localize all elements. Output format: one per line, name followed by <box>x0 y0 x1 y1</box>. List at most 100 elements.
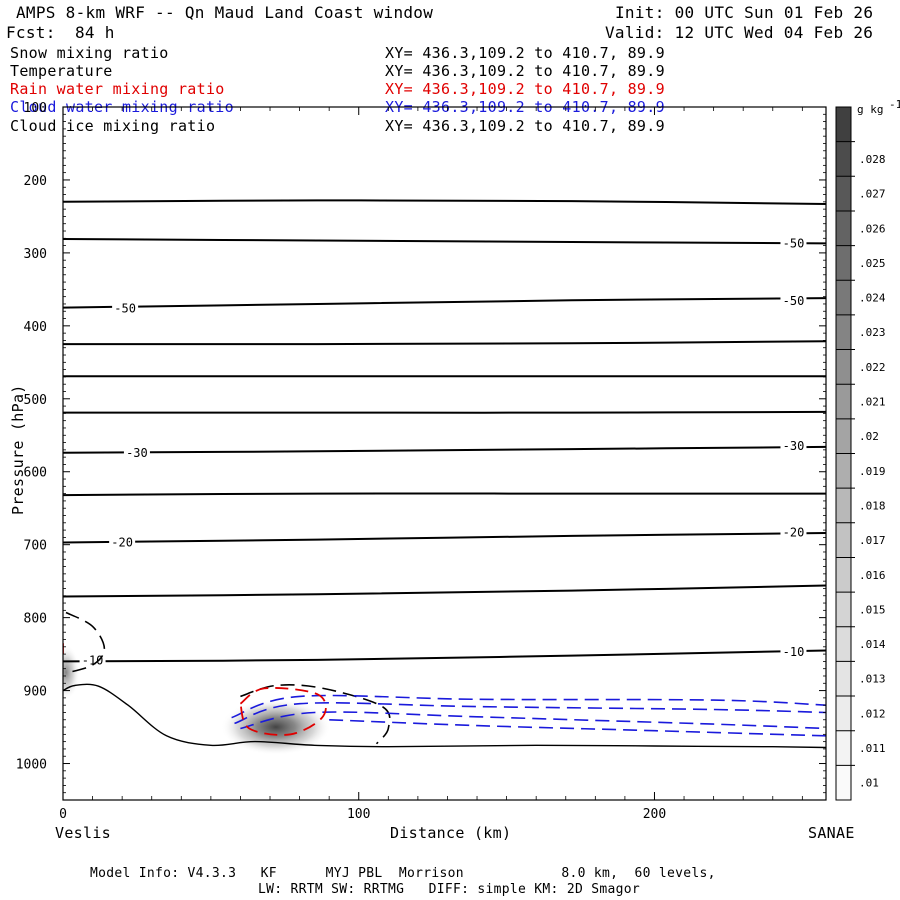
temperature-contour <box>63 238 826 245</box>
colorbar-swatch <box>836 696 851 731</box>
model-info-line2: LW: RRTM SW: RRTMG DIFF: simple KM: 2D S… <box>258 882 640 897</box>
x-axis-title: Distance (km) <box>390 824 512 842</box>
y-tick-label: 500 <box>24 393 47 408</box>
colorbar-label: .027 <box>859 188 886 201</box>
contour-label-bg <box>123 445 150 459</box>
y-tick-label: 300 <box>24 247 47 262</box>
temperature-contour-label: -30 <box>783 439 805 453</box>
temperature-contour <box>63 410 826 414</box>
cloud-water-contour <box>240 711 826 730</box>
field-snow-coords: XY= 436.3,109.2 to 410.7, 89.9 <box>385 44 665 62</box>
temperature-contour-label: -30 <box>126 446 148 460</box>
colorbar-label: .026 <box>859 222 886 235</box>
cloud-water-contour <box>231 694 826 719</box>
x-right-endpoint: SANAE <box>808 824 855 842</box>
snow-maximum-shading <box>63 644 80 701</box>
temperature-contour <box>63 584 826 598</box>
field-temperature-name: Temperature <box>10 62 113 80</box>
temperature-contour-label: -20 <box>783 525 805 539</box>
temperature-contour <box>63 492 826 497</box>
y-tick-label: 1000 <box>16 758 47 773</box>
contour-label-bg <box>79 653 106 667</box>
model-info-line1: Model Info: V4.3.3 KF MYJ PBL Morrison 8… <box>90 866 716 881</box>
colorbar-swatch <box>836 522 851 558</box>
colorbar-swatch <box>836 210 851 246</box>
x-tick-label: 100 <box>347 807 370 822</box>
x-tick-label: 0 <box>59 807 67 822</box>
temperature-contour <box>63 340 826 346</box>
colorbar-label: .014 <box>859 638 886 651</box>
y-tick-label: 700 <box>24 539 47 554</box>
y-tick-label: 600 <box>24 466 47 481</box>
cloud-water-contour <box>329 719 826 737</box>
valid-time: Valid: 12 UTC Wed 04 Feb 26 <box>605 23 874 42</box>
field-rain-coords: XY= 436.3,109.2 to 410.7, 89.9 <box>385 80 665 98</box>
temperature-contour-label: -20 <box>111 535 133 549</box>
colorbar-unit-exponent: -1 <box>889 98 900 111</box>
colorbar-swatch <box>836 626 851 662</box>
colorbar-swatch <box>836 661 851 697</box>
contour-label-bg <box>780 525 807 539</box>
contour-label-bg <box>780 294 807 308</box>
y-axis-title: Pressure (hPa) <box>9 384 27 515</box>
colorbar-label: .028 <box>859 153 886 166</box>
temperature-contour-label: -50 <box>783 294 805 308</box>
y-tick-label: 400 <box>24 320 47 335</box>
colorbar-swatch <box>836 141 851 177</box>
colorbar-unit: g kg <box>857 103 884 116</box>
colorbar-label: .02 <box>859 430 879 443</box>
temperature-contour-label: -10 <box>783 645 805 659</box>
y-tick-label: 900 <box>24 685 47 700</box>
colorbar-label: .022 <box>859 361 886 374</box>
y-tick-label: 200 <box>24 174 47 189</box>
plot-frame <box>62 106 827 801</box>
colorbar-label: .011 <box>859 742 886 755</box>
contour-label-bg <box>780 644 807 658</box>
y-tick-label: 100 <box>24 101 47 116</box>
colorbar-swatch <box>836 453 851 489</box>
temperature-contour-label: -10 <box>82 654 104 668</box>
temperature-contour <box>63 532 826 544</box>
x-left-endpoint: Veslis <box>55 824 111 842</box>
y-tick-label: 800 <box>24 612 47 627</box>
temperature-contour <box>63 199 826 205</box>
colorbar-label: .01 <box>859 777 879 790</box>
rain-contour <box>239 687 327 736</box>
forecast-hours: 84 h <box>75 23 115 42</box>
colorbar-swatch <box>836 488 851 523</box>
colorbar-label: .012 <box>859 707 886 720</box>
temperature-contour <box>63 445 826 454</box>
colorbar-label: .015 <box>859 603 886 616</box>
colorbar-swatch <box>836 418 851 454</box>
colorbar-label: .024 <box>859 292 886 305</box>
colorbar-label: .013 <box>859 673 886 686</box>
field-cloud-ice-coords: XY= 436.3,109.2 to 410.7, 89.9 <box>385 117 665 135</box>
x-tick-label: 200 <box>643 807 666 822</box>
colorbar-swatch <box>836 592 851 627</box>
colorbar-label: .021 <box>859 396 886 409</box>
contour-label-bg <box>112 301 139 315</box>
colorbar-swatch <box>836 765 851 800</box>
colorbar-swatch <box>836 280 851 315</box>
colorbar-label: .018 <box>859 499 886 512</box>
colorbar-swatch <box>836 384 851 419</box>
cloud-water-contour <box>234 702 826 725</box>
contour-label-bg <box>780 236 807 250</box>
colorbar-swatch <box>836 314 851 350</box>
colorbar-swatch <box>836 557 851 593</box>
field-rain-name: Rain water mixing ratio <box>10 80 225 98</box>
colorbar-label: .023 <box>859 326 886 339</box>
colorbar-swatch <box>836 245 851 281</box>
colorbar-label: .025 <box>859 257 886 270</box>
forecast-label: Fcst: <box>6 23 56 42</box>
contour-label-bg <box>780 439 807 453</box>
colorbar-swatch <box>836 107 851 142</box>
terrain-line <box>63 683 826 749</box>
field-temperature-coords: XY= 436.3,109.2 to 410.7, 89.9 <box>385 62 665 80</box>
colorbar-swatch <box>836 730 851 766</box>
init-time: Init: 00 UTC Sun 01 Feb 26 <box>615 3 874 22</box>
chart-title: AMPS 8-km WRF -- Qn Maud Land Coast wind… <box>16 3 434 22</box>
contour-label-bg <box>109 535 136 549</box>
colorbar-swatch <box>836 349 851 385</box>
